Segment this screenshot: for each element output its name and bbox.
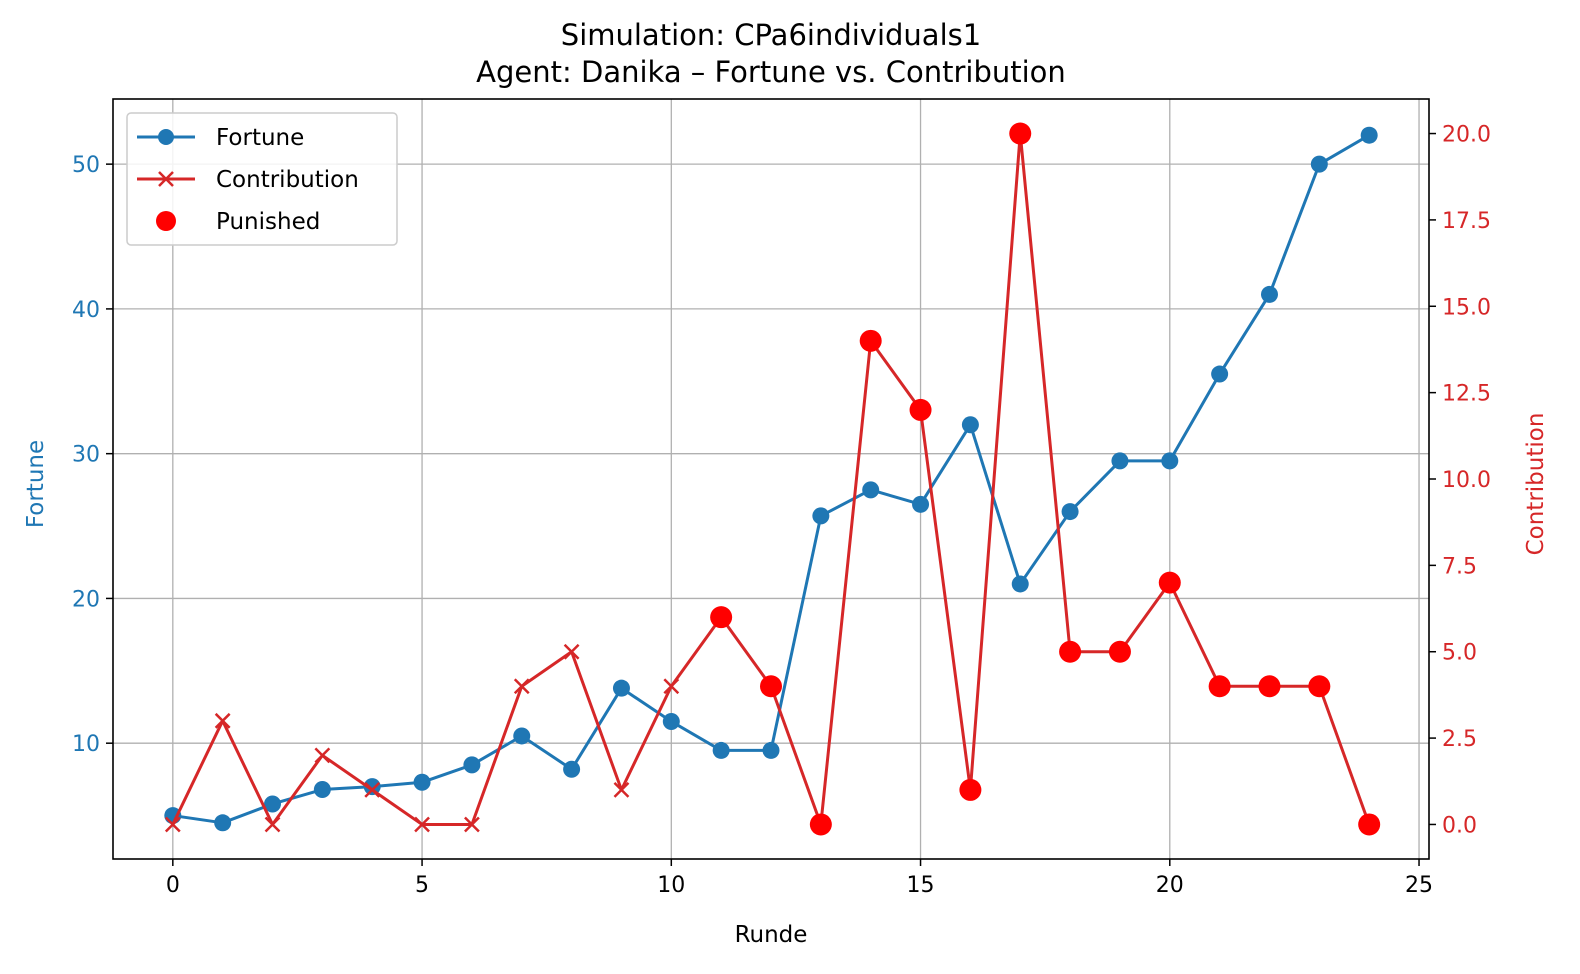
x-tick-label: 0 [166,873,180,898]
legend-item-fortune: Fortune [137,125,304,151]
contribution-point [164,816,181,833]
contribution-point [464,816,480,833]
punished-point [710,606,733,629]
x-tick-label: 5 [415,873,429,898]
contribution-point [214,712,231,729]
fortune-point [264,795,282,813]
y-right-tick-label: 17.5 [1442,209,1491,234]
fortune-point [513,727,531,745]
fortune-point [862,481,880,499]
punished-point [1158,571,1181,594]
y-left-tick-label: 20 [72,587,100,612]
fortune-point [313,781,331,799]
axis-ticks: 0 5 10 15 20 25 10 20 30 40 50 0.0 2.5 5.0 7.5 10.0 12.5… [72,123,1491,898]
contribution-point [264,816,281,833]
legend-fortune-label: Fortune [216,125,304,151]
contribution-point [314,747,331,764]
legend-contribution-label: Contribution [216,167,359,193]
contribution-point [513,678,530,695]
y-right-tick-label: 10.0 [1442,468,1491,493]
y-left-tick-label: 10 [72,732,100,757]
x-tick-label: 10 [657,873,685,898]
x-axis-label: Runde [735,922,808,948]
fortune-point [712,741,730,759]
legend-punished-label: Punished [216,209,320,235]
y-right-tick-label: 15.0 [1442,295,1491,320]
y-right-tick-label: 20.0 [1442,123,1491,148]
legend-fortune-marker-icon [158,129,174,145]
contribution-point [364,782,381,798]
fortune-point [363,778,381,796]
fortune-point [214,814,232,832]
fortune-point [1011,575,1029,593]
y-axis-left-label: Fortune [23,440,49,528]
fortune-point [1260,285,1278,303]
y-right-tick-label: 5.0 [1442,641,1477,666]
grid [113,99,1429,859]
fortune-point [1310,155,1328,173]
fortune-point [1360,126,1378,144]
contribution-point [414,816,430,833]
fortune-point [961,416,979,434]
punished-point [1108,640,1131,663]
plot-series [164,122,1381,836]
punished-point [859,329,882,352]
chart-title: Simulation: CPa6individuals1 [561,18,981,52]
punished-point [959,778,982,801]
fortune-point [563,760,581,778]
punished-point [1059,640,1082,663]
punished-point [1358,813,1381,836]
legend-item-punished: Punished [156,209,320,235]
contribution-point [563,643,580,660]
y-left-tick-label: 50 [72,153,100,178]
fortune-point [762,741,780,759]
punished-point [1208,675,1231,698]
contribution-point [663,678,680,695]
legend: Fortune Contribution Punished [126,112,398,246]
legend-item-contribution: Contribution [137,167,359,193]
y-left-tick-label: 40 [72,298,100,323]
fortune-point [1111,452,1129,470]
fortune-point [912,495,930,513]
punished-point [1258,675,1281,698]
legend-punished-marker-icon [156,211,176,231]
legend-box [126,112,398,246]
y-left-tick-label: 30 [72,443,100,468]
fortune-point [812,507,830,525]
y-right-tick-label: 12.5 [1442,382,1491,407]
y-right-tick-label: 7.5 [1442,554,1477,579]
y-right-tick-label: 2.5 [1442,727,1477,752]
fortune-point [413,773,431,791]
punished-point [1009,122,1032,145]
fortune-point [612,679,630,697]
chart-subtitle: Agent: Danika – Fortune vs. Contribution [476,55,1066,89]
punished-point [760,675,782,698]
punished-point [909,398,932,421]
fortune-point [463,756,481,774]
x-tick-label: 25 [1405,873,1433,898]
x-tick-label: 15 [907,873,935,898]
fortune-point [1211,365,1229,383]
y-right-tick-label: 0.0 [1442,813,1477,838]
punished-point [809,813,832,836]
y-axis-right-label: Contribution [1523,413,1549,556]
x-tick-label: 20 [1156,873,1184,898]
legend-contribution-marker-icon [158,171,174,187]
fortune-point [1061,503,1079,521]
fortune-point [1161,452,1179,470]
fortune-point [662,712,680,730]
punished-point [1308,675,1331,698]
contribution-point [613,782,630,798]
